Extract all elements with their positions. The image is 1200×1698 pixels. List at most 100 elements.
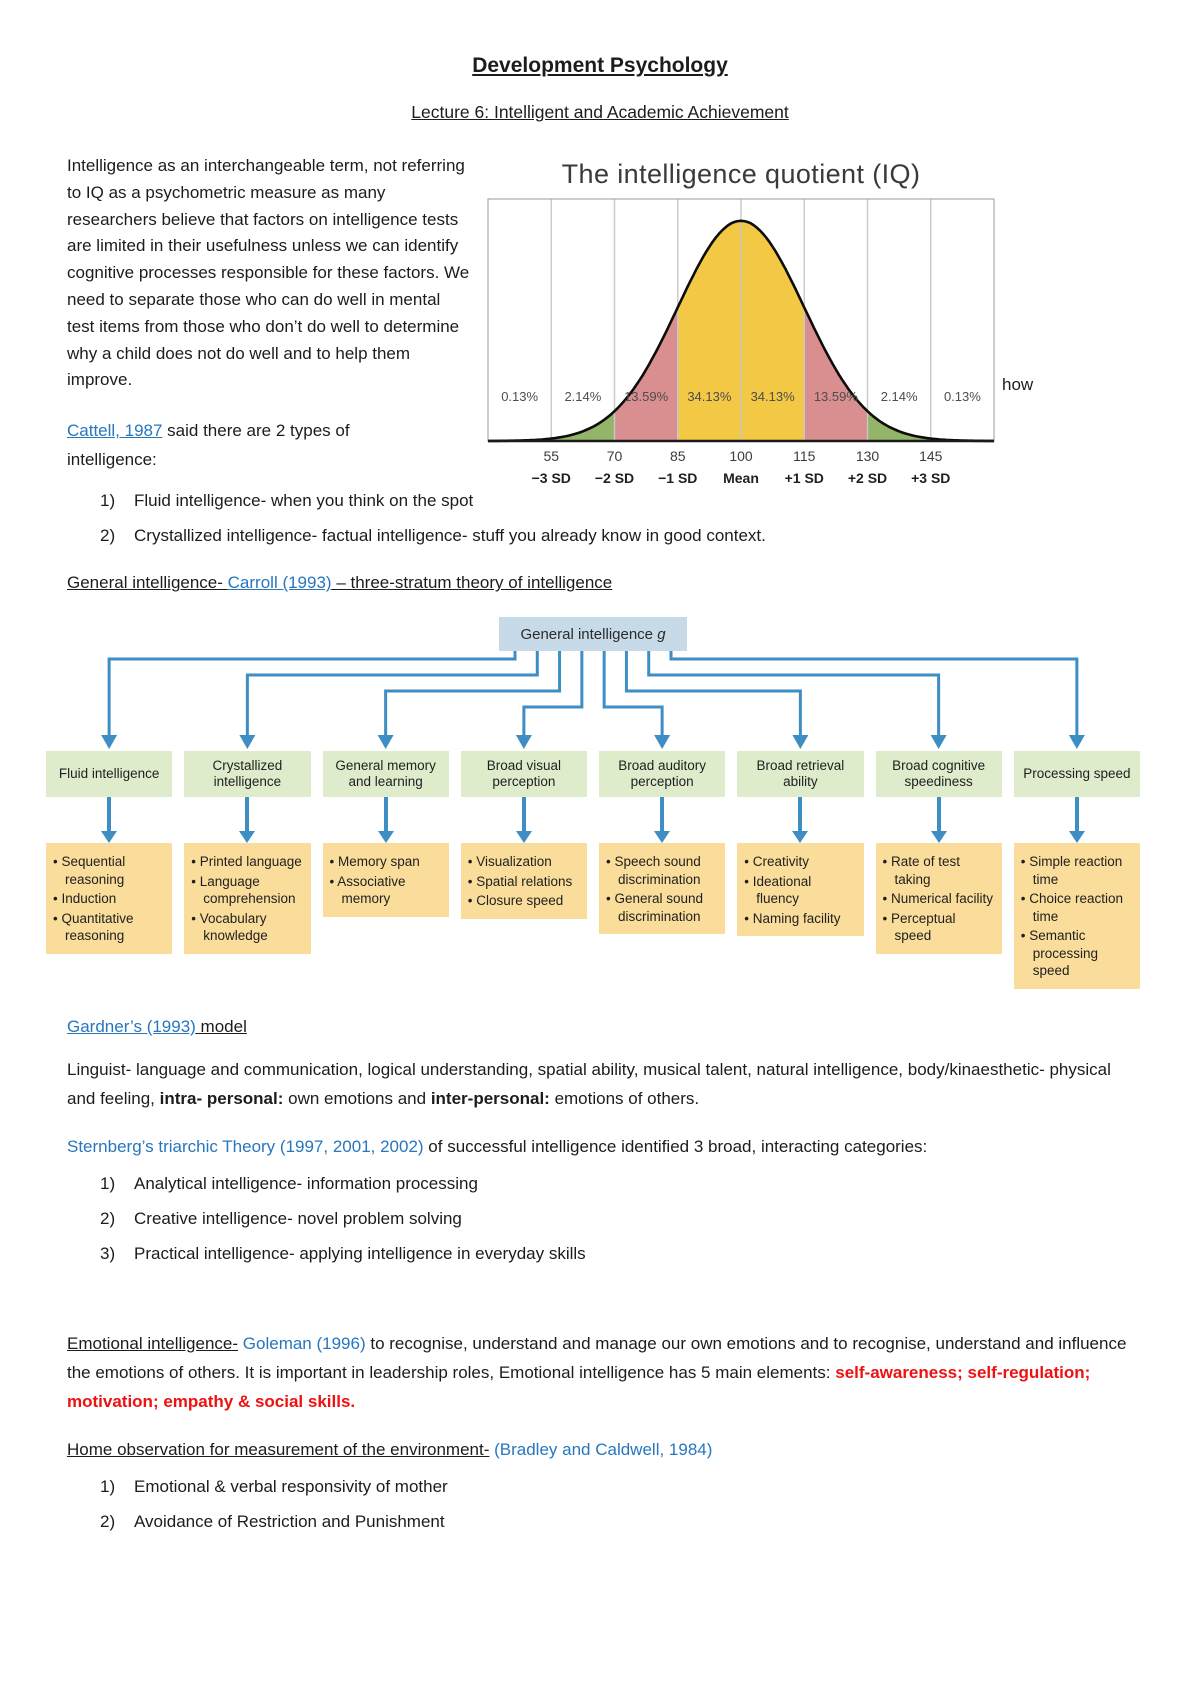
diagram-column: Processing speed • Simple reaction time • … [1013,751,1140,989]
link[interactable]: Sternberg’s triarchic Theory (1997, 2001… [67,1137,424,1156]
arrow-head [101,831,118,844]
down-arrow-icon [377,797,395,844]
sd-label: +2 SD [848,470,887,486]
percent-label: 13.59% [814,389,859,404]
stratum1-box: • Speech sound discrimination • General s… [599,843,726,935]
percent-label: 13.59% [624,389,669,404]
connector-line [522,651,584,736]
text-span: inter-personal: [430,1089,550,1108]
link[interactable]: (Bradley and Caldwell, 1984) [494,1440,713,1459]
bullet-item: • Numerical facility [882,891,994,907]
emotional-paragraph: Emotional intelligence- Goleman (1996) t… [67,1329,1133,1416]
down-arrow-icon [515,797,533,844]
stratum1-box: • Rate of test taking • Numerical facilit… [875,843,1002,954]
percent-label: 0.13% [501,389,538,404]
down-arrow-icon [653,797,671,844]
down-arrow-icon [238,797,256,844]
list-item: 1) Emotional & verbal responsivity of mot… [100,1474,1133,1500]
bullet-item: • Perceptual speed [882,910,956,944]
stratum1-box: • Printed language • Language comprehensi… [184,843,311,954]
arrow-head [792,831,809,844]
bullet-item: • Naming facility [744,910,841,926]
list-number: 2) [100,526,116,546]
bullet-item: • General sound discrimination [606,891,704,924]
document-page: Development Psychology Lecture 6: Intell… [46,54,1140,1531]
connector-line [384,651,562,736]
connector-arrow-head [654,735,671,750]
bullet-item: • Spatial relations [467,873,573,889]
bullet-item: • Semantic processing speed [1020,928,1099,979]
connector-arrow-head [239,735,256,750]
diagram-column: General memory and learning • Memory span… [322,751,449,917]
bullet-item: • Choice reaction time [1020,891,1124,924]
intro-section: Intelligence as an interchangeable term,… [67,153,1133,549]
link[interactable]: Gardner’s (1993) [67,1017,196,1036]
arrow-shaft [383,797,388,832]
diagram-columns: Fluid intelligence • Sequential reasoning… [46,751,1140,989]
text-span: model [195,1017,247,1036]
band-area [867,411,931,441]
iq-bell-curve: 0.13% 2.14% 13.59% 34.13% 34.13% 13.59% 2.14% 0… [487,198,995,486]
down-arrow-icon [1068,797,1086,844]
list-item: 2) Crystallized intelligence- factual int… [100,523,1133,549]
text-span: General intelligence- [67,573,228,593]
link[interactable]: Cattell, 1987 [67,421,163,441]
percent-label: 2.14% [564,389,601,404]
stratum2-box: Processing speed [1013,751,1140,798]
text-span: self-awareness; self-regulation; motivat… [67,1363,1091,1411]
link[interactable]: Goleman (1996) [242,1334,366,1353]
sd-label: −2 SD [595,470,634,486]
arrow-head [515,831,532,844]
connector-arrow-head [377,735,394,750]
stratum1-box: • Creativity • Ideational fluency • Naming… [737,843,864,937]
list-number: 2) [100,1209,116,1228]
stratum2-box: Fluid intelligence [46,751,173,798]
page-title: Development Psychology [472,54,728,77]
text-span: own emotions and [283,1089,431,1108]
connector-line [602,651,664,736]
connector-arrow-head [101,735,118,750]
link[interactable]: Carroll (1993) [227,573,332,593]
root-box-label: General intelligence [520,625,654,643]
three-stratum-diagram: General intelligence g Fluid intelligenc… [46,617,1140,989]
percent-label: 34.13% [751,389,796,404]
cattell-list: 1) Fluid intelligence- when you think on … [100,488,1133,549]
connector-arrow-head [792,735,809,750]
arrow-head [930,831,947,844]
arrow-shaft [1074,797,1079,832]
diagram-column: Broad cognitive speediness • Rate of test… [875,751,1002,954]
chart-title: The intelligence quotient (IQ) [561,159,921,189]
list-number: 1) [100,1477,116,1496]
arrow-shaft [936,797,941,832]
text-span: emotions of others. [549,1089,700,1108]
home-observation-heading: Home observation for measurement of the … [67,1440,1133,1460]
down-arrow-icon [930,797,948,844]
bullet-item: • Sequential reasoning [53,854,126,887]
sd-label: Mean [723,470,759,486]
text-span: Emotional intelligence- [67,1334,239,1353]
list-number: 1) [100,1174,116,1193]
list-item: 2) Creative intelligence- novel problem s… [100,1206,1133,1232]
axis-tick-label: 145 [919,448,943,464]
connector-line [624,651,802,736]
arrow-head [377,831,394,844]
gardner-paragraph: Linguist- language and communication, lo… [67,1055,1133,1113]
root-box-g: g [657,625,666,643]
list-text: Crystallized intelligence- factual intel… [134,526,766,546]
diagram-column: Crystallized intelligence • Printed langu… [184,751,311,954]
bullet-item: • Printed language [191,854,302,870]
stratum1-box: • Sequential reasoning • Induction • Quant… [46,843,173,954]
down-arrow-icon [791,797,809,844]
bullet-item: • Simple reaction time [1020,854,1123,887]
stratum1-box: • Simple reaction time • Choice reaction … [1013,843,1140,989]
list-item: 3) Practical intelligence- applying intel… [100,1241,1133,1267]
wrap-overflow-word: how [1002,375,1034,394]
down-arrow-icon [100,797,118,844]
connector-line [107,651,517,736]
percent-label: 34.13% [687,389,732,404]
bullet-item: • Induction [53,891,117,907]
arrow-shaft [798,797,803,832]
band-area [677,220,741,441]
percent-label: 2.14% [881,389,918,404]
connector-arrow-head [930,735,947,750]
